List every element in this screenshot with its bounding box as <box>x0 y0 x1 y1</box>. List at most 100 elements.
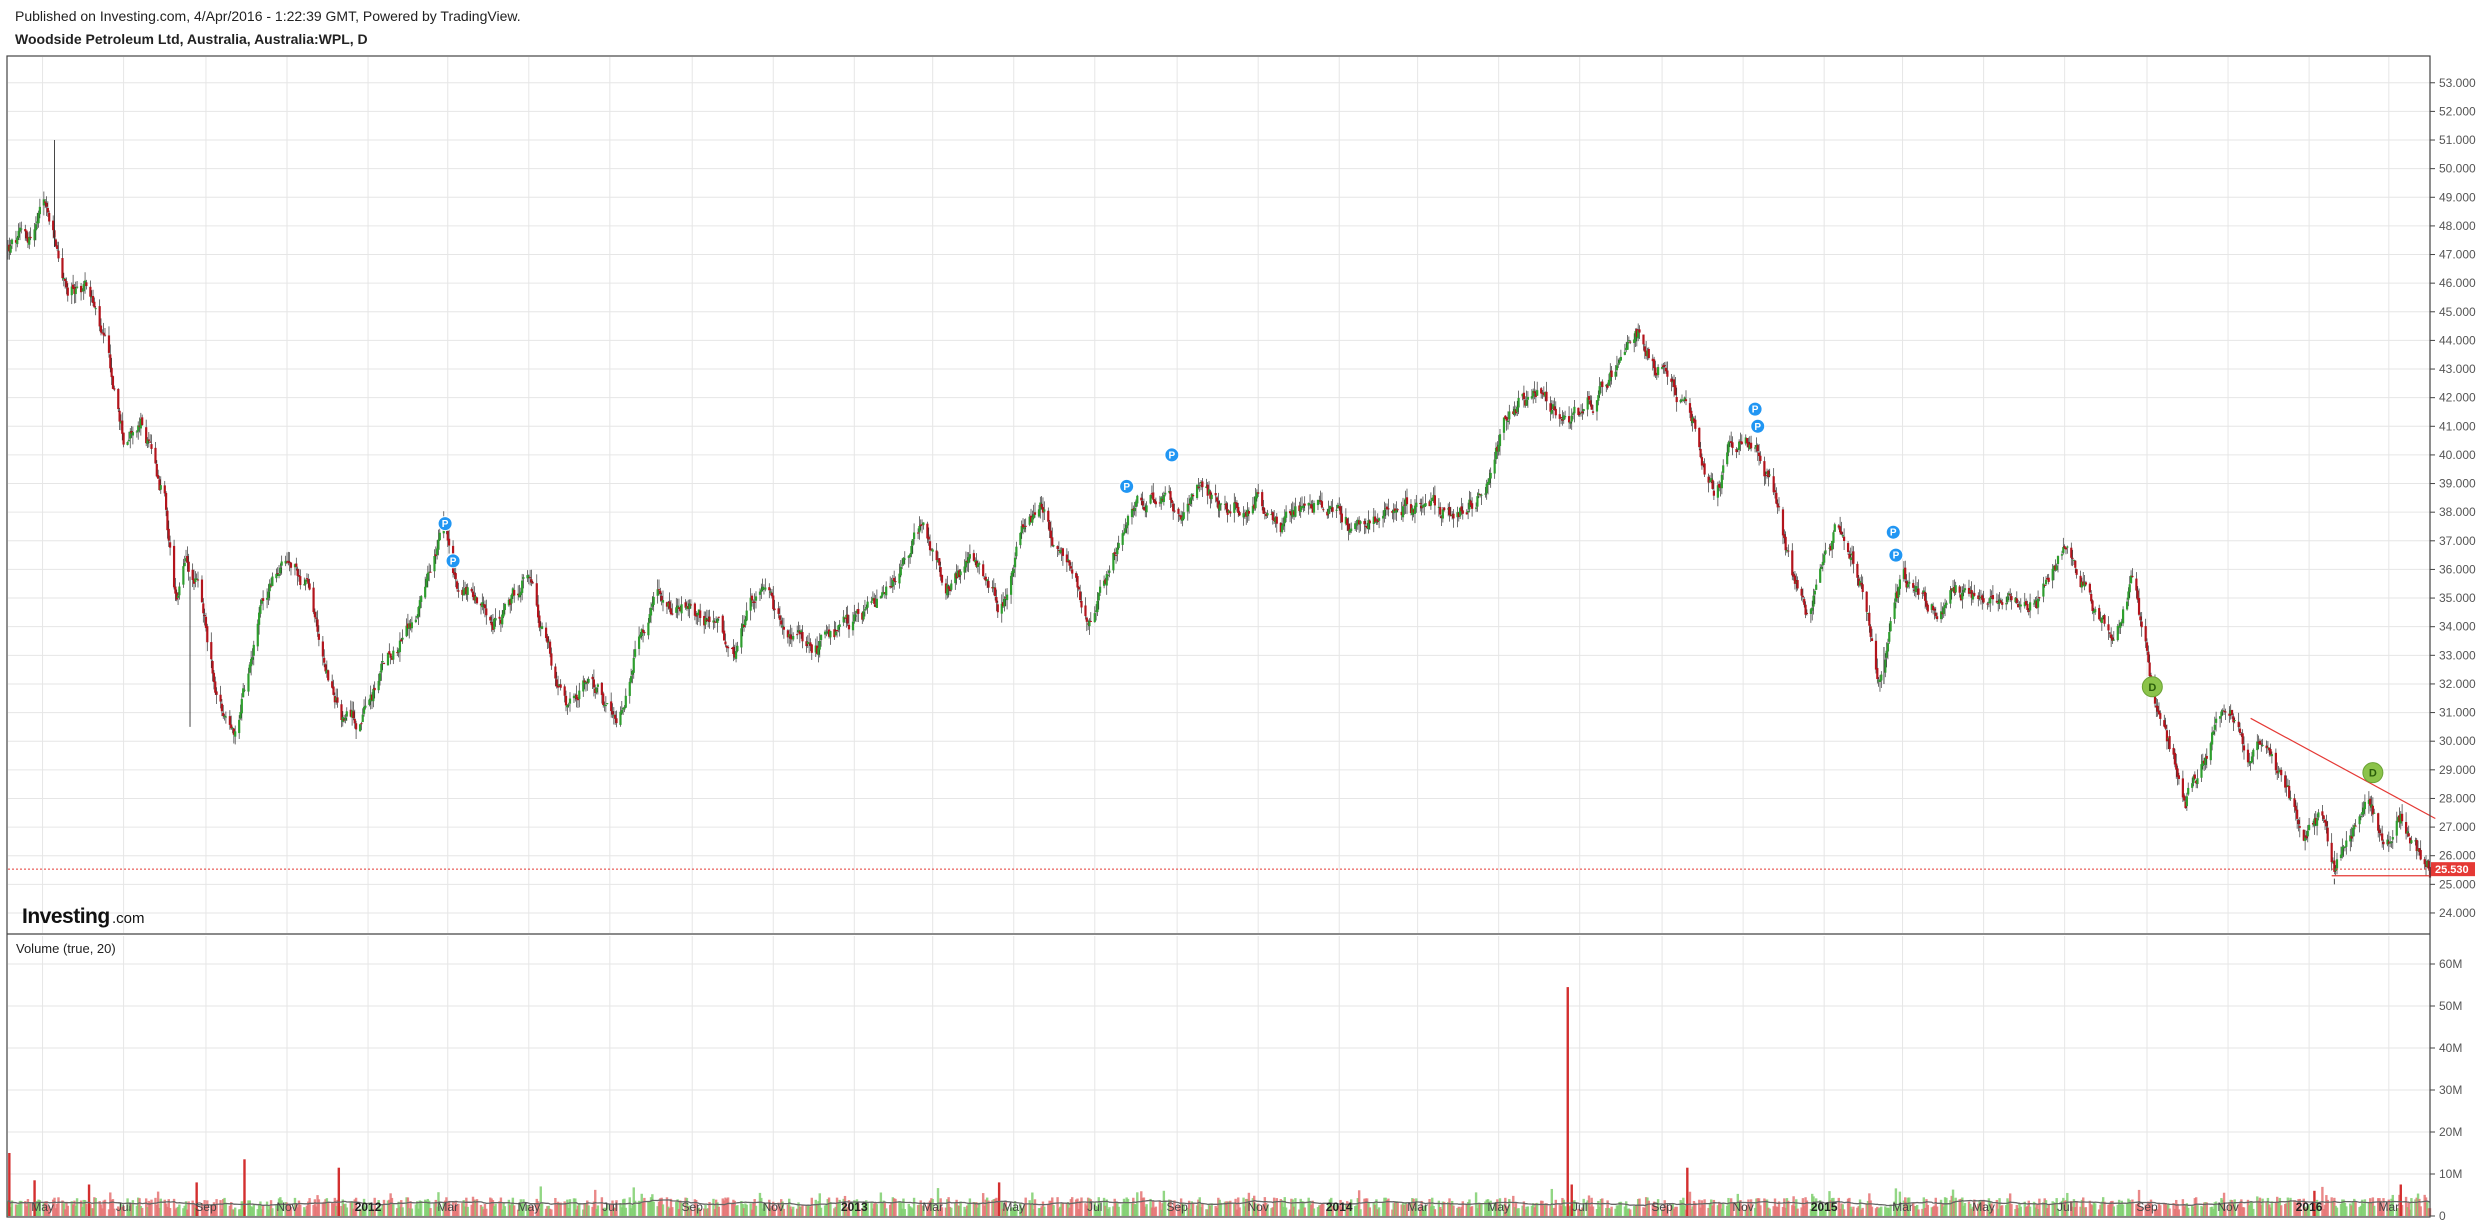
volume-bar <box>289 1207 293 1216</box>
candle-body <box>1708 480 1712 482</box>
candle-body <box>2191 783 2194 788</box>
candle-body <box>1170 499 1173 503</box>
volume-bar <box>1088 1198 1091 1216</box>
volume-bar <box>768 1199 771 1216</box>
candle-body <box>388 651 391 655</box>
volume-bar <box>1223 1201 1227 1216</box>
candle-body <box>2427 860 2430 869</box>
time-tick-label: 2015 <box>1811 1200 1838 1214</box>
candle-body <box>1571 413 1575 415</box>
volume-tick-label: 10M <box>2439 1167 2462 1181</box>
candle-body <box>42 199 45 206</box>
volume-bar <box>55 1203 59 1216</box>
volume-bar <box>2062 1197 2065 1216</box>
volume-bar <box>196 1208 200 1216</box>
candle-body <box>2187 787 2190 795</box>
candle-body <box>312 587 315 613</box>
candle-body <box>687 606 690 609</box>
candle-body <box>1255 492 1258 499</box>
volume-bar <box>810 1197 813 1216</box>
volume-bar <box>1302 1201 1305 1216</box>
candle-body <box>1698 427 1701 448</box>
event-marker-p[interactable] <box>1888 547 1904 563</box>
candle-body <box>1514 409 1518 414</box>
volume-bar <box>2183 1206 2186 1216</box>
candle-body <box>1902 568 1905 579</box>
candle-body <box>285 561 289 563</box>
candle-body <box>1504 415 1507 419</box>
candle-body <box>1905 581 1908 588</box>
time-tick-label: Jul <box>602 1200 617 1214</box>
candle-body <box>1457 512 1460 518</box>
event-marker-p[interactable] <box>1119 478 1135 494</box>
candle-body <box>1346 518 1349 526</box>
volume-bar <box>1731 1202 1734 1216</box>
volume-bar <box>1116 1202 1119 1216</box>
event-marker-p[interactable] <box>437 516 453 532</box>
volume-bar <box>1618 1201 1621 1216</box>
candle-body <box>762 588 766 590</box>
volume-bar <box>1647 1200 1650 1216</box>
volume-bar <box>2287 1200 2291 1216</box>
candle-body <box>721 615 724 633</box>
candle-body <box>1784 536 1787 551</box>
volume-bar <box>760 1197 763 1216</box>
volume-bar <box>2083 1207 2086 1216</box>
candle-body <box>708 616 711 622</box>
event-marker-p[interactable] <box>445 553 461 569</box>
event-marker-d[interactable] <box>2141 676 2163 698</box>
event-marker-p[interactable] <box>1747 401 1763 417</box>
time-tick-label: May <box>1487 1200 1510 1214</box>
event-marker-p[interactable] <box>1750 418 1766 434</box>
candle-body <box>256 623 259 647</box>
volume-bar <box>2148 1202 2151 1216</box>
volume-bar <box>2396 1208 2400 1216</box>
volume-bar <box>527 1205 531 1216</box>
volume-bar <box>1925 1199 1928 1216</box>
event-marker-p[interactable] <box>1164 447 1180 463</box>
candle-body <box>1805 612 1808 614</box>
volume-bar <box>1803 1205 1806 1216</box>
volume-bar <box>1098 1202 1102 1216</box>
volume-bar <box>1773 1198 1777 1216</box>
candle-body <box>1916 586 1919 588</box>
candle-body <box>1953 587 1956 594</box>
volume-bar <box>2371 1197 2375 1216</box>
candle-body <box>2165 730 2169 742</box>
candle-body <box>1098 586 1102 593</box>
volume-bar <box>1986 1209 1989 1216</box>
candle-body <box>333 696 336 703</box>
volume-bar <box>950 1207 953 1216</box>
candle-body <box>927 536 930 540</box>
volume-bar <box>2342 1199 2345 1216</box>
volume-bar <box>1954 1197 1957 1216</box>
volume-bar <box>2202 1202 2206 1216</box>
volume-bar <box>1821 1208 1825 1216</box>
event-marker-d[interactable] <box>2362 762 2384 784</box>
candle-body <box>386 652 390 666</box>
volume-bar <box>1084 1203 1087 1216</box>
candle-body <box>1440 516 1443 518</box>
volume-bar <box>83 1200 87 1216</box>
volume-bar <box>1935 1206 1939 1216</box>
candle-body <box>483 604 487 609</box>
volume-bar <box>107 1209 111 1216</box>
candle-body <box>1114 554 1118 556</box>
time-tick-label: Mar <box>1407 1200 1428 1214</box>
event-marker-p[interactable] <box>1885 524 1901 540</box>
volume-bar <box>1312 1208 1316 1216</box>
volume-bar <box>928 1200 932 1216</box>
candle-body <box>1132 508 1135 511</box>
volume-bar <box>558 1202 561 1216</box>
candle-body <box>1274 517 1277 523</box>
volume-bar <box>1508 1199 1511 1216</box>
candle-body <box>1932 605 1935 611</box>
volume-bar <box>518 1203 521 1216</box>
candle-body <box>622 707 625 710</box>
volume-bar <box>1195 1205 1199 1216</box>
candle-body <box>1449 514 1452 517</box>
candle-body <box>299 576 302 586</box>
candle-body <box>321 641 324 657</box>
candle-body <box>1225 503 1228 510</box>
